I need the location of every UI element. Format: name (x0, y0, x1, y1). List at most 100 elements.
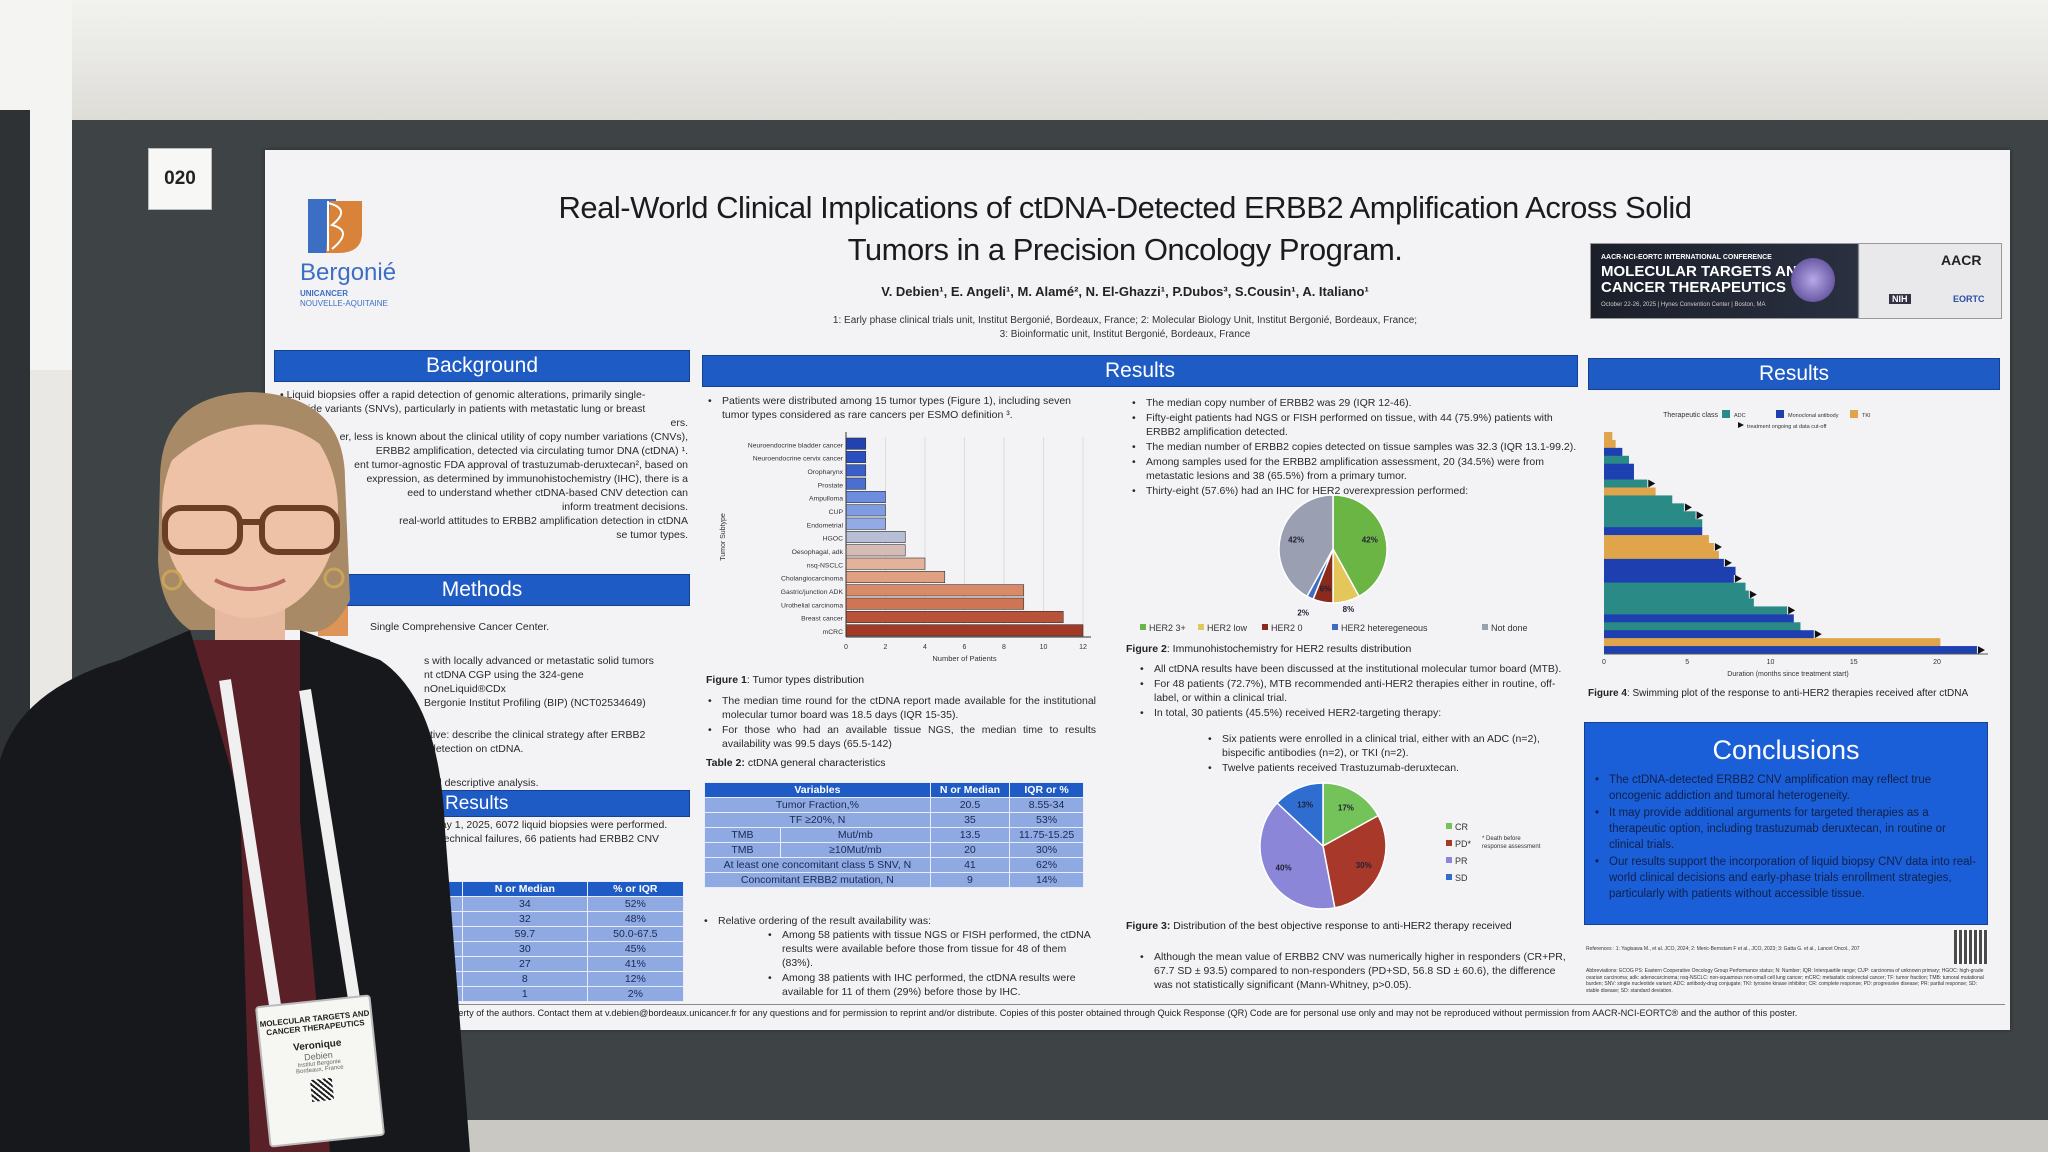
legend-swatch (1446, 857, 1452, 863)
table-row: Concomitant ERBB2 mutation, N 9 14% (704, 872, 1084, 888)
glasses (162, 505, 340, 555)
ordering-sub-list: Among 58 patients with tissue NGS or FIS… (766, 928, 1096, 1000)
swim-bar (1604, 638, 1941, 647)
table-row: Tumor Fraction,% 20.5 8.55-34 (704, 797, 1084, 813)
background-text: • Liquid biopsies offer a rapid detectio… (280, 388, 688, 548)
face (162, 402, 338, 618)
ongoing-arrow-icon (1696, 511, 1704, 520)
table-cell: TMB (704, 842, 781, 858)
figure1-caption: Figure 1: Tumor types distribution (706, 674, 864, 686)
swimming-plot: Therapeutic class ADC Monoclonal antibody T… (1602, 410, 1988, 678)
methods-line: nOneLiquid®CDx (424, 683, 506, 695)
background-line: se tumor types. (616, 529, 688, 541)
swim-bar (1604, 614, 1794, 623)
ongoing-arrow-icon (1734, 574, 1742, 583)
abbreviations: Abbreviations: ECOG PS: Eastern Cooperat… (1586, 968, 1984, 994)
bullet: Among 38 patients with IHC performed, th… (766, 971, 1096, 999)
table-cell: 13.5 (929, 827, 1011, 843)
legend-label: treatment ongoing at data cut-off (1747, 424, 1827, 430)
poster-title-line1: Real-World Clinical Implications of ctDN… (558, 190, 1692, 225)
logo-text: Bergonié (300, 259, 397, 286)
table-cell: 20 (929, 842, 1011, 858)
turnaround-bullets: The median time round for the ctDNA repo… (706, 694, 1096, 752)
banner-title2: CANCER THERAPEUTICS (1601, 279, 1787, 296)
fig3-label: Figure 3: (1126, 920, 1171, 932)
banner-kicker: AACR-NCI-EORTC INTERNATIONAL CONFERENCE (1601, 254, 1772, 261)
x-axis-label: Number of Patients (932, 654, 996, 663)
background-line: eed to understand whether ctDNA-based CN… (407, 487, 688, 499)
legend-swatch (1482, 624, 1488, 630)
ongoing-arrow-icon (1814, 630, 1822, 639)
x-tick-label: 15 (1850, 659, 1858, 666)
legend-label: Monoclonal antibody (1788, 413, 1839, 419)
conclusion-item: It may provide additional arguments for … (1593, 805, 1979, 853)
badge-qr-code (309, 1077, 335, 1102)
swim-bar (1604, 606, 1788, 615)
methods-line: detection on ctDNA. (430, 743, 524, 755)
authors: V. Debien¹, E. Angeli¹, M. Alamé², N. El… (881, 284, 1369, 299)
slice-label: 42% (1362, 536, 1378, 545)
logo-mark-icon (308, 199, 362, 253)
figure2-caption: Figure 2: Immunohistochemistry for HER2 … (1126, 643, 1411, 655)
pie-slice (1276, 782, 1324, 848)
fig3-text: Distribution of the best objective respo… (1170, 920, 1512, 932)
x-axis-label: Duration (months since treatment start) (1727, 671, 1848, 678)
x-tick-label: 10 (1040, 644, 1048, 651)
methods-line: nd descriptive analysis. (430, 777, 539, 789)
qr-code[interactable] (1954, 930, 1988, 964)
ongoing-arrow-icon (1738, 422, 1744, 428)
table2-caption: Table 2: ctDNA general characteristics (706, 757, 886, 769)
banner-details: October 22-26, 2025 | Hynes Convention C… (1601, 302, 1766, 308)
x-tick-label: 20 (1933, 659, 1941, 666)
swim-bar (1604, 527, 1703, 536)
bullet: For those who had an available tissue NG… (706, 723, 1096, 751)
swim-bar (1604, 590, 1749, 599)
swim-bar (1604, 630, 1814, 639)
swim-bar (1604, 622, 1801, 631)
swim-bar (1604, 447, 1623, 457)
swim-bar (1604, 598, 1754, 607)
swim-bar (1604, 503, 1684, 512)
legend-label: CR (1455, 822, 1468, 832)
ongoing-arrow-icon (1724, 558, 1732, 567)
table2-label: Table 2: (706, 757, 745, 769)
ongoing-arrow-icon (1684, 503, 1692, 512)
methods-text: Single Comprehensive Cancer Center. s wit… (280, 620, 688, 789)
table-cell: 30% (1009, 842, 1084, 858)
category-label: HGOC (823, 536, 843, 543)
slice-label: 6% (1320, 584, 1332, 593)
fig2-text: : Immunohistochemistry for HER2 results … (1166, 643, 1412, 655)
aacr-logo: AACR (1941, 252, 1982, 268)
x-tick-label: 0 (844, 644, 848, 651)
name-badge: MOLECULAR TARGETS AND CANCER THERAPEUTIC… (254, 994, 386, 1148)
fig1-label: Figure 1 (706, 674, 747, 686)
table-cell: 53% (1009, 812, 1084, 828)
category-label: Endometrial (807, 522, 844, 529)
table-cell: 62% (1009, 857, 1084, 873)
conclusion-item: The ctDNA-detected ERBB2 CNV amplificati… (1593, 772, 1979, 804)
category-label: Oropharynx (807, 469, 843, 476)
swim-bar (1604, 646, 1977, 655)
legend-label: SD (1455, 873, 1468, 883)
pie-slice (1332, 494, 1388, 598)
category-label: Neuroendocrine bladder cancer (748, 442, 844, 449)
floor (460, 1120, 2048, 1152)
swim-bar (1604, 495, 1673, 504)
table-cell: 12% (586, 971, 685, 987)
copy-number-bullets: The median copy number of ERBB2 was 29 (… (1130, 396, 1580, 499)
pd-footnote: * Death before response assessment (1482, 836, 1541, 850)
swim-bar (1604, 487, 1656, 496)
swim-bar (1604, 455, 1629, 465)
slice-label: 13% (1297, 801, 1313, 810)
table-cell: 48% (586, 911, 685, 927)
lanyard (219, 679, 361, 1006)
results-left-line2: d technical failures, 66 patients had ER… (432, 833, 660, 845)
legend-label: TKI (1862, 413, 1871, 419)
bullet: The median time round for the ctDNA repo… (706, 694, 1096, 722)
conclusion-item: Our results support the incorporation of… (1593, 854, 1979, 902)
pie-slice (1278, 494, 1334, 598)
ctdna-characteristics-table: Variables N or Median IQR or % Tumor Fracti… (704, 782, 1084, 888)
swim-bar (1604, 535, 1709, 544)
category-label: Prostate (818, 482, 844, 489)
legend-swatch (1262, 624, 1268, 630)
